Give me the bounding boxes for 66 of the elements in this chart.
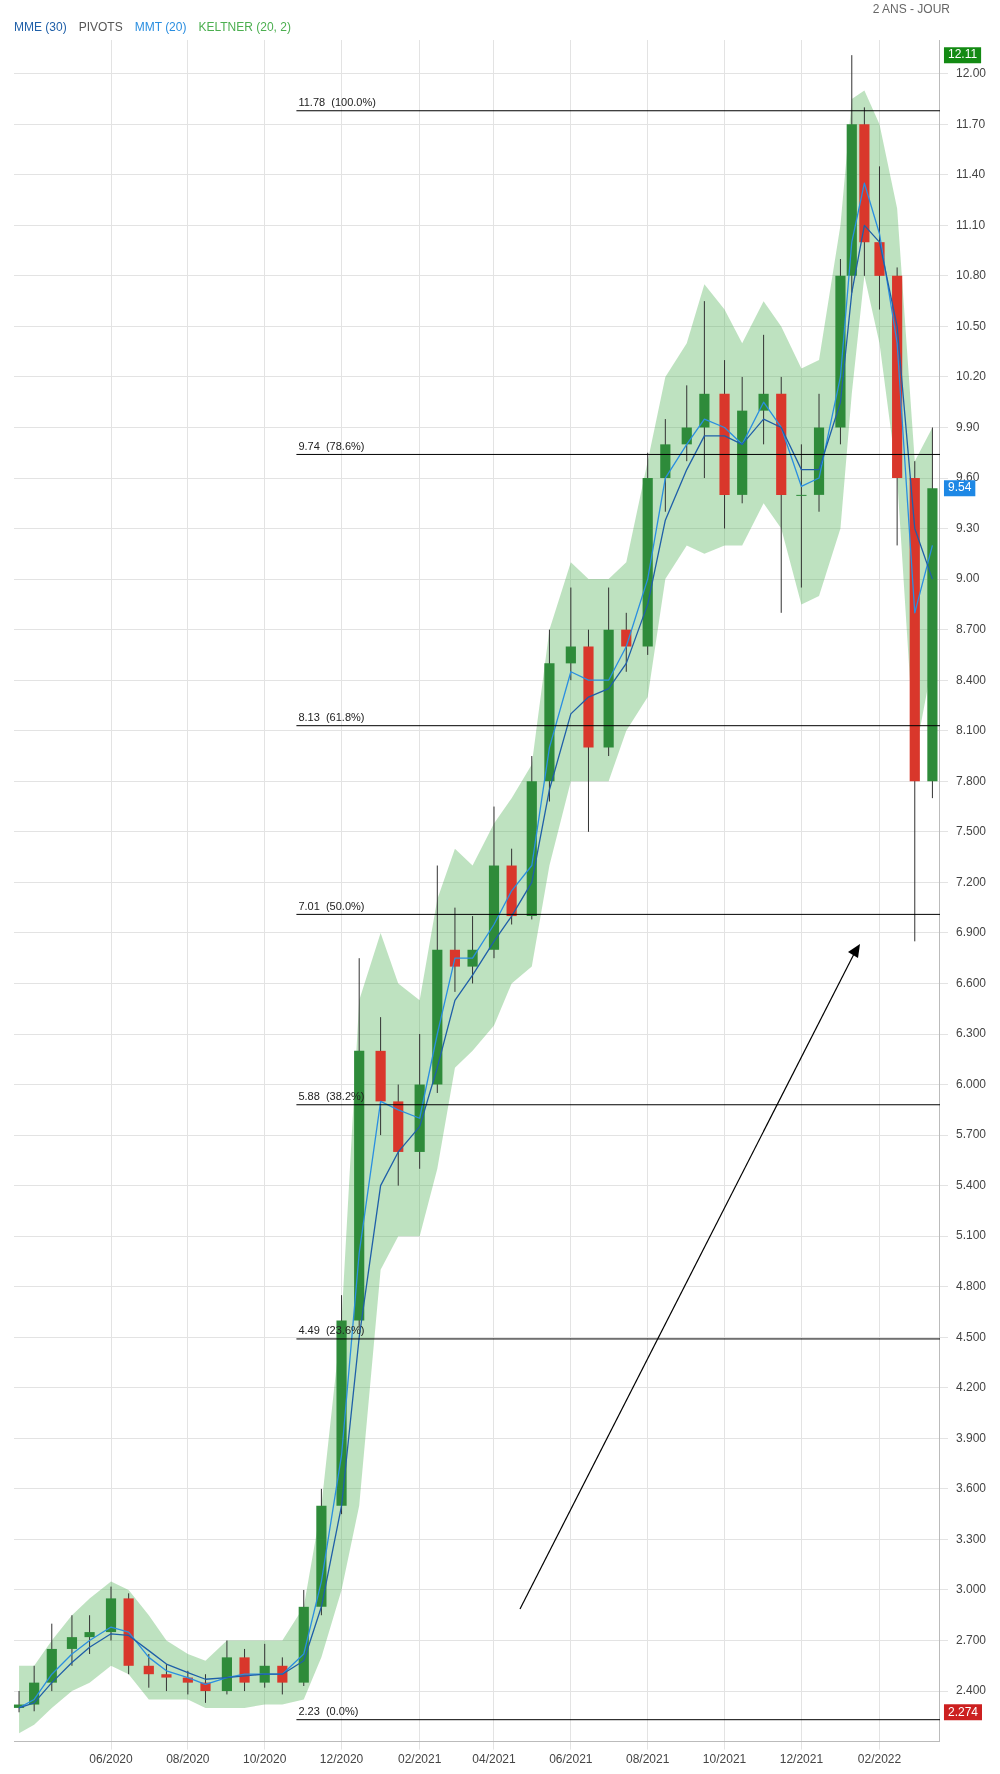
text: MMT (20) <box>134 20 187 34</box>
y-tick-label: 11.40 <box>955 167 986 182</box>
x-tick-label: 04/2021 <box>472 1752 516 1767</box>
y-tick-label: 4.500 <box>955 1329 987 1344</box>
y-tick-label: 9.90 <box>955 419 980 434</box>
text: 2.274 <box>947 1704 979 1719</box>
y-tick-label: 11.10 <box>955 217 986 232</box>
ref-line-label: 8.13 (61.8%) <box>298 711 365 724</box>
x-tick-label: 12/2020 <box>319 1752 364 1767</box>
x-tick-label: 02/2021 <box>397 1752 442 1767</box>
y-tick-label: 8.700 <box>955 621 987 636</box>
text: 12.11 <box>947 47 978 62</box>
y-tick-label: 7.200 <box>955 874 987 889</box>
candlestick <box>259 1643 270 1689</box>
text: MME (30) <box>14 20 67 34</box>
y-tick-label: 3.300 <box>955 1531 987 1546</box>
legend-label: PIVOTS <box>78 20 123 34</box>
x-tick-label: 06/2020 <box>89 1752 134 1767</box>
candlestick <box>681 384 692 462</box>
legend-label: KELTNER (20, 2) <box>198 20 291 34</box>
x-tick-label: 12/2021 <box>779 1752 824 1767</box>
y-tick-label: 2.700 <box>955 1632 987 1647</box>
y-tick-label: 12.00 <box>955 66 987 81</box>
ref-line-label: 11.78 (100.0%) <box>298 96 376 109</box>
y-tick-label: 9.00 <box>955 571 980 586</box>
ref-line-label: 9.74 (78.6%) <box>298 439 365 452</box>
y-tick-label: 7.800 <box>955 773 987 788</box>
y-tick-label: 5.400 <box>955 1177 987 1192</box>
x-tick-label: 10/2021 <box>702 1752 747 1767</box>
candlestick <box>161 1663 172 1692</box>
candlestick <box>565 587 576 681</box>
y-tick-label: 5.100 <box>955 1228 987 1243</box>
y-tick-label: 6.000 <box>955 1076 987 1091</box>
y-tick-label: 10.20 <box>955 369 987 384</box>
candlestick <box>84 1614 95 1655</box>
candlestick <box>796 443 807 589</box>
y-tick-label: 3.600 <box>955 1481 987 1496</box>
y-tick-label: 7.500 <box>955 824 987 839</box>
x-tick-label: 02/2022 <box>857 1752 902 1767</box>
y-tick-label: 8.400 <box>955 672 987 687</box>
y-tick-label: 10.50 <box>955 318 987 333</box>
y-tick-label: 6.900 <box>955 925 987 940</box>
y-tick-label: 4.800 <box>955 1279 987 1294</box>
ref-line-label: 7.01 (50.0%) <box>298 899 365 912</box>
y-tick-label: 9.30 <box>955 520 980 535</box>
x-tick-label: 06/2021 <box>549 1752 593 1767</box>
y-tick-label: 11.70 <box>955 116 986 131</box>
y-tick-label: 6.600 <box>955 975 987 990</box>
candlestick <box>200 1673 211 1704</box>
y-tick-label: 2.400 <box>955 1683 987 1698</box>
y-tick-label: 5.700 <box>955 1127 987 1142</box>
candlestick <box>143 1653 154 1689</box>
y-tick-label: 8.100 <box>955 723 987 738</box>
x-tick-label: 08/2020 <box>166 1752 210 1767</box>
chart-subtitle: 2 ANS - JOUR <box>872 2 950 16</box>
y-tick-label: 6.300 <box>955 1026 987 1041</box>
x-tick-label: 08/2021 <box>626 1752 670 1767</box>
text: 9.54 <box>947 480 972 495</box>
y-tick-label: 3.900 <box>955 1430 987 1445</box>
candlestick <box>66 1614 78 1667</box>
ref-line-label: 2.23 (0.0%) <box>298 1705 359 1718</box>
y-tick-label: 3.000 <box>955 1582 987 1597</box>
candlestick <box>467 915 478 984</box>
x-tick-label: 10/2020 <box>243 1752 287 1767</box>
y-tick-label: 10.80 <box>955 268 987 283</box>
y-tick-label: 4.200 <box>955 1380 987 1395</box>
